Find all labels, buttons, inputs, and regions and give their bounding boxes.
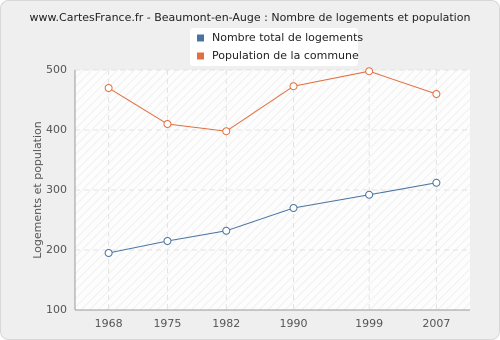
x-tick-label: 1968 [95, 317, 123, 330]
y-tick-label: 100 [46, 303, 67, 316]
data-point [222, 226, 231, 235]
data-point [104, 84, 113, 92]
x-tick-label: 1982 [212, 317, 240, 330]
x-tick-label: 2007 [422, 317, 450, 330]
data-point [289, 204, 298, 212]
data-point [163, 120, 172, 128]
legend-box [190, 28, 358, 66]
x-tick-label: 1975 [153, 317, 181, 330]
data-point [432, 178, 441, 187]
legend-label: Nombre total de logements [212, 31, 363, 44]
x-tick-label: 1990 [280, 317, 308, 330]
chart-title: www.CartesFrance.fr - Beaumont-en-Auge :… [30, 11, 471, 24]
data-point [289, 82, 298, 91]
legend: Nombre total de logements Population de l… [190, 28, 363, 66]
legend-swatch [197, 34, 204, 42]
x-tick-label: 1999 [355, 317, 383, 330]
y-tick-label: 500 [46, 63, 67, 76]
data-point [163, 237, 172, 245]
y-tick-label: 200 [46, 243, 67, 256]
data-point [432, 90, 441, 98]
legend-swatch [197, 52, 204, 60]
y-tick-label: 300 [46, 183, 67, 196]
data-point [365, 190, 374, 199]
y-tick-label: 400 [46, 123, 67, 136]
legend-label: Population de la commune [212, 49, 359, 62]
data-point [104, 249, 113, 257]
y-axis-label: Logements et population [31, 121, 44, 259]
series-line [108, 70, 437, 132]
data-point [365, 67, 374, 76]
series-line [108, 182, 437, 254]
data-point [222, 127, 231, 136]
